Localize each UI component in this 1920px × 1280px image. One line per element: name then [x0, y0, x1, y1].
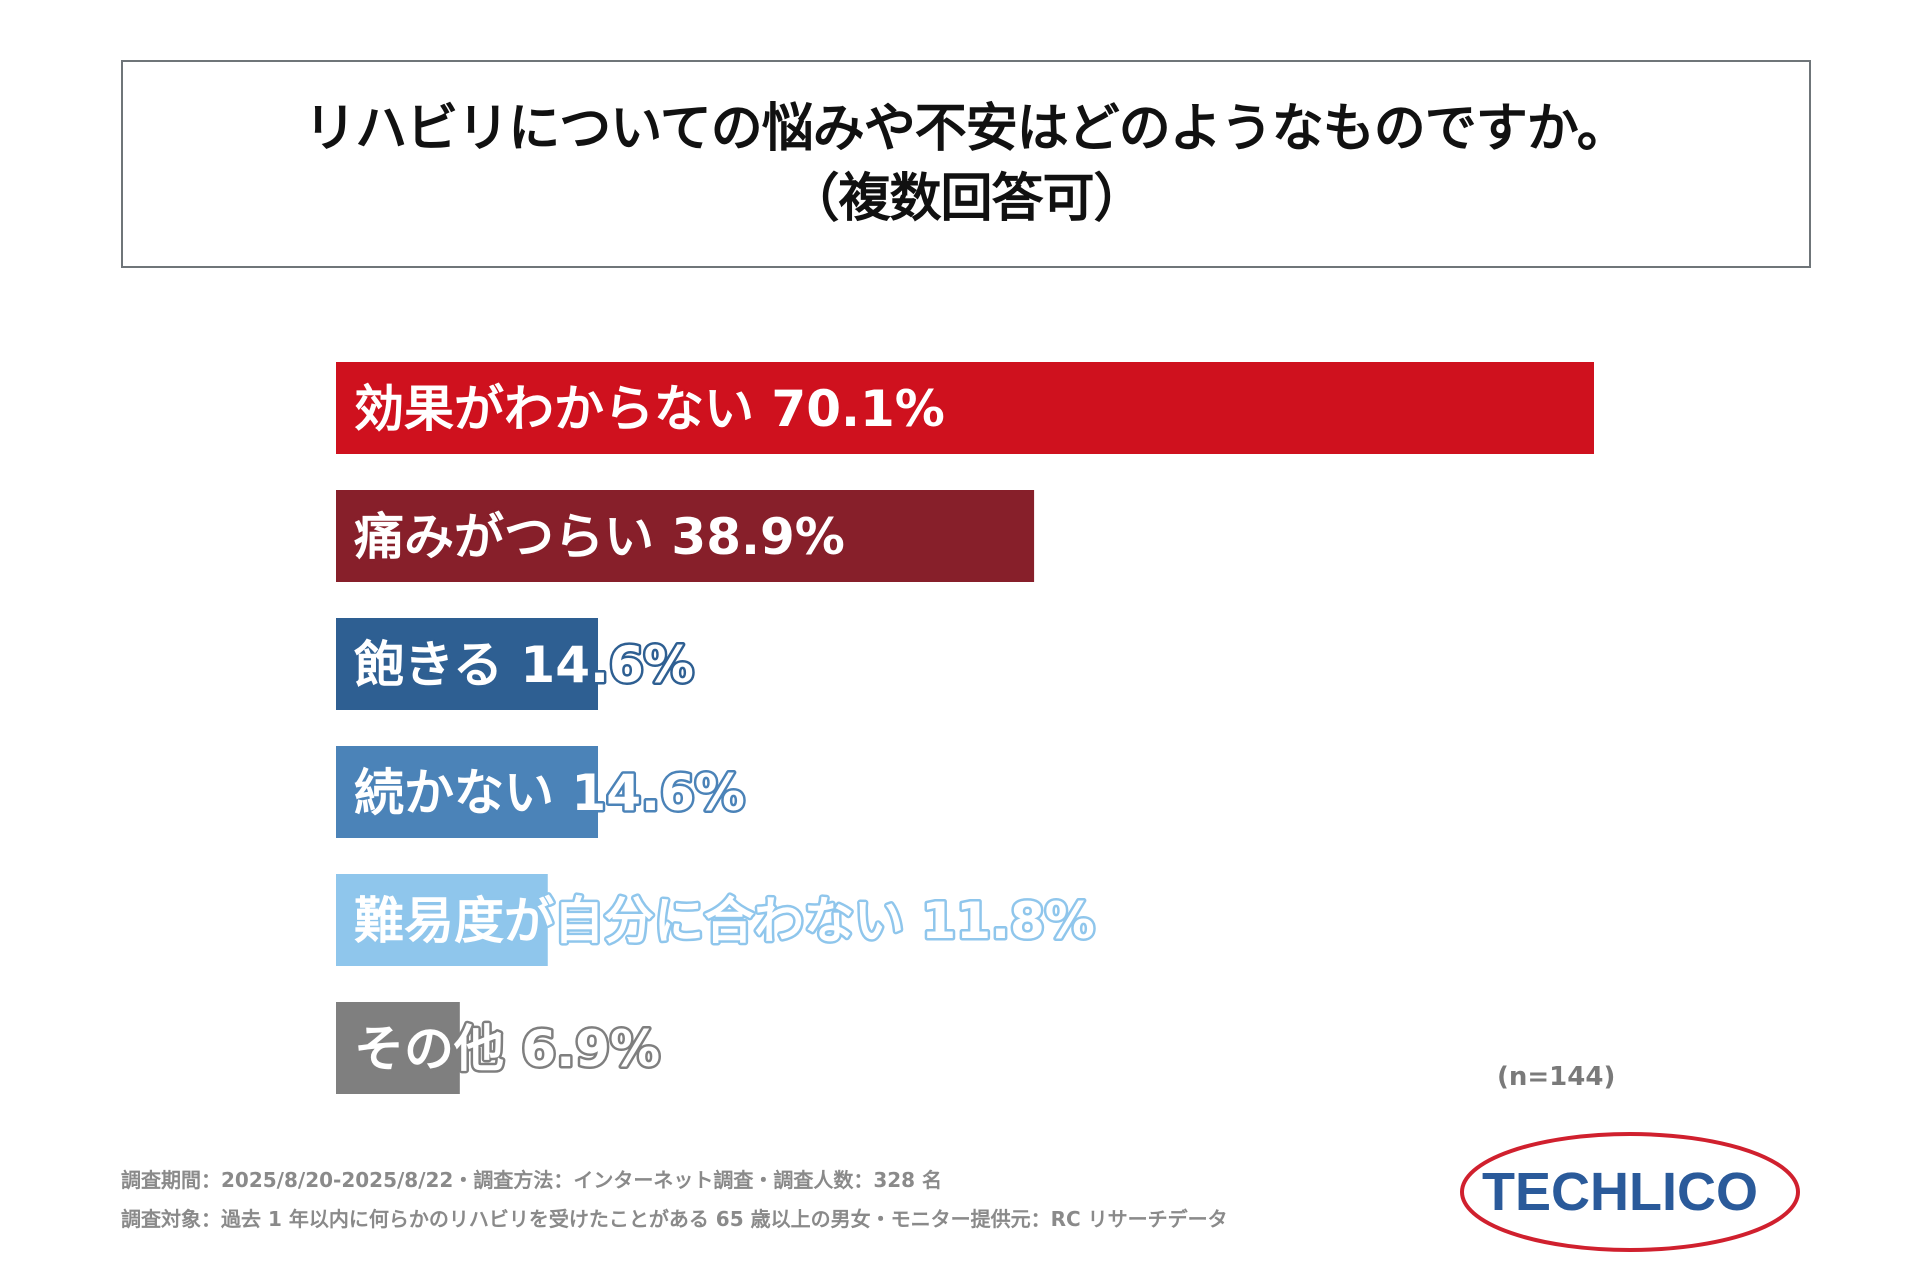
bar-label-4: 難易度が自分に合わない 11.8%	[354, 892, 1095, 950]
survey-period-note: 調査期間：2025/8/20-2025/8/22・調査方法：インターネット調査・…	[121, 1168, 943, 1192]
techlico-logo: TECHLICO	[1460, 1132, 1800, 1252]
bar-label-3: 続かない 14.6%	[354, 764, 745, 822]
chart-title: リハビリについての悩みや不安はどのようなものですか。	[304, 99, 1628, 159]
sample-size-label: (n=144)	[1497, 1062, 1616, 1092]
bar-label-0: 効果がわからない 70.1%	[354, 380, 945, 438]
bar-0	[336, 362, 1594, 454]
logo-ring	[1460, 1132, 1800, 1252]
logo-text: TECHLICO	[1482, 1162, 1758, 1222]
chart-subtitle: （複数回答可）	[787, 169, 1145, 229]
bar-label-5: その他 6.9%	[354, 1020, 660, 1078]
bar-1	[336, 490, 1035, 582]
bar-2	[336, 618, 599, 710]
bar-label-1: 痛みがつらい 38.9%	[354, 508, 845, 566]
bar-3	[336, 746, 599, 838]
bar-label-2: 飽きる 14.6%	[354, 636, 694, 694]
survey-target-note: 調査対象：過去 1 年以内に何らかのリハビリを受けたことがある 65 歳以上の男…	[121, 1207, 1228, 1231]
bar-5	[336, 1002, 460, 1094]
bar-4	[336, 874, 548, 966]
title-box: リハビリについての悩みや不安はどのようなものですか。 （複数回答可）	[121, 60, 1811, 268]
